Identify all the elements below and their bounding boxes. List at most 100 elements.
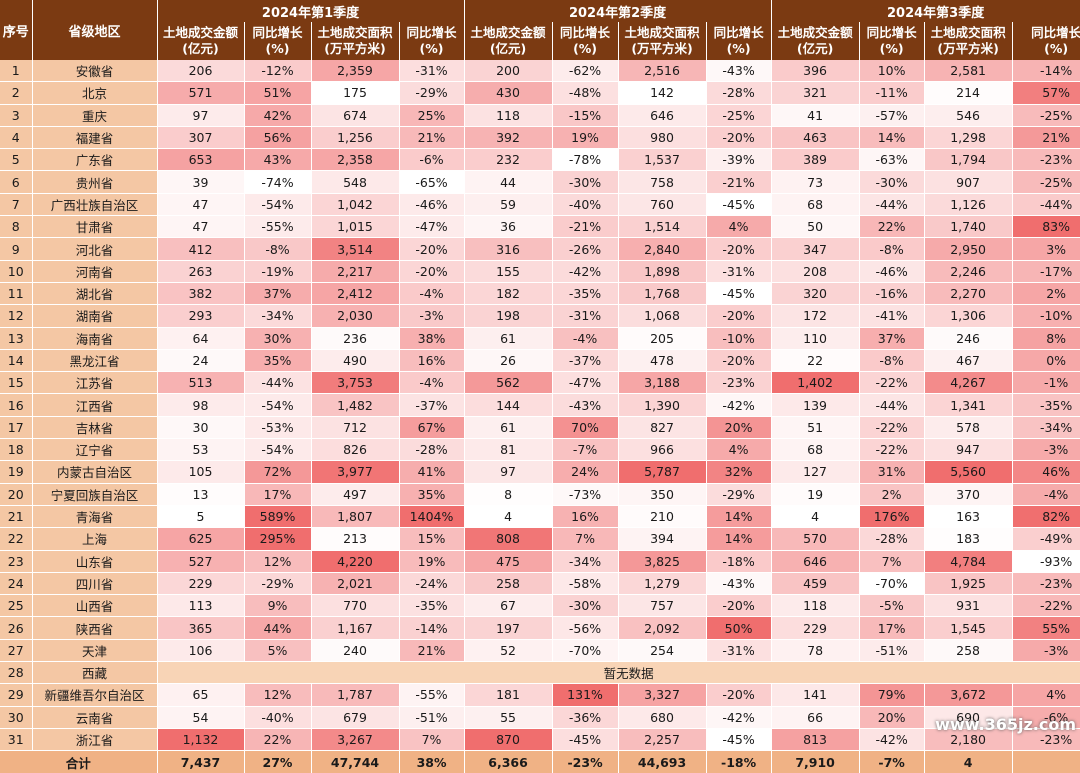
data-cell: 463 — [771, 126, 860, 150]
data-cell: -3% — [1012, 438, 1080, 462]
data-cell: 52 — [464, 639, 553, 663]
data-cell: -3% — [399, 304, 465, 328]
data-cell: -25% — [706, 104, 772, 127]
data-cell: 30% — [244, 327, 312, 350]
data-cell: 47 — [157, 215, 245, 239]
data-cell: 8% — [1012, 327, 1080, 350]
data-cell: -4% — [1012, 483, 1080, 506]
data-cell: 21% — [399, 126, 465, 150]
data-cell: -34% — [552, 550, 619, 573]
data-cell: 1,514 — [618, 215, 707, 239]
data-cell: 141 — [771, 683, 860, 707]
data-cell: -43% — [552, 393, 619, 417]
data-cell: 37% — [244, 282, 312, 306]
data-cell: -8% — [859, 237, 925, 261]
data-cell: -15% — [552, 104, 619, 127]
data-cell: -28% — [706, 81, 772, 105]
data-cell: -21% — [552, 215, 619, 239]
row-province: 江西省 — [32, 393, 158, 417]
row-index: 1 — [0, 60, 33, 83]
data-cell: 68 — [771, 438, 860, 462]
data-cell: 73 — [771, 170, 860, 194]
data-cell: 2,359 — [311, 60, 400, 83]
data-cell: 5% — [244, 639, 312, 663]
data-cell: 98 — [157, 393, 245, 417]
data-cell: 4,267 — [924, 371, 1013, 395]
data-cell: 246 — [924, 327, 1013, 350]
header-metric: 同比增长 (%) — [244, 22, 312, 60]
data-cell: -58% — [552, 572, 619, 596]
data-cell: -20% — [706, 683, 772, 707]
row-index: 10 — [0, 260, 33, 283]
data-cell: -56% — [552, 616, 619, 640]
header-metric: 土地成交金额 (亿元) — [157, 22, 245, 60]
total-cell: 7,910 — [771, 750, 860, 773]
data-cell: 213 — [311, 527, 400, 551]
data-cell: 54 — [157, 706, 245, 729]
data-cell: 17% — [244, 483, 312, 506]
row-province: 广东省 — [32, 148, 158, 172]
data-cell: 1,537 — [618, 148, 707, 172]
data-cell: -8% — [244, 237, 312, 261]
data-cell: 1,068 — [618, 304, 707, 328]
total-cell: 38% — [399, 750, 465, 773]
data-cell: 176% — [859, 505, 925, 529]
data-cell: 208 — [771, 260, 860, 283]
data-cell: 35% — [244, 349, 312, 373]
data-cell: 646 — [771, 550, 860, 573]
data-cell: 19% — [399, 550, 465, 573]
data-cell: -23% — [1012, 148, 1080, 172]
data-cell: -44% — [859, 193, 925, 217]
data-cell: -70% — [552, 639, 619, 663]
data-cell: -20% — [706, 237, 772, 261]
table-row: 7 广西壮族自治区 47 -54% 1,042 -46% 59 -40% 760 -45% 68 -4… — [0, 193, 1080, 217]
row-province: 青海省 — [32, 505, 158, 529]
data-cell: -65% — [399, 170, 465, 194]
data-cell: -44% — [244, 371, 312, 395]
row-province: 江苏省 — [32, 371, 158, 395]
table-row: 30 云南省 54 -40% 679 -51% 55 -36% 680 -42% 66 20% 690-… — [0, 706, 1080, 729]
data-cell: 3,514 — [311, 237, 400, 261]
data-cell: 2,412 — [311, 282, 400, 306]
data-cell: -5% — [859, 594, 925, 618]
header-q2: 2024年第2季度 — [464, 0, 772, 22]
data-cell: -46% — [859, 260, 925, 283]
data-cell: 1,787 — [311, 683, 400, 707]
total-cell: 7,437 — [157, 750, 245, 773]
data-cell: 26 — [464, 349, 553, 373]
data-cell: -4% — [399, 282, 465, 306]
data-cell: -1% — [1012, 371, 1080, 395]
table-row: 21 青海省 5 589% 1,807 1404% 4 16% 210 14% 4 176% 163 82… — [0, 505, 1080, 529]
data-cell: 562 — [464, 371, 553, 395]
data-cell: 320 — [771, 282, 860, 306]
total-label: 合计 — [0, 750, 158, 773]
data-cell: 14% — [706, 505, 772, 529]
row-province: 山西省 — [32, 594, 158, 618]
data-cell: 7% — [552, 527, 619, 551]
data-cell: -22% — [1012, 594, 1080, 618]
data-cell: 65 — [157, 683, 245, 707]
data-cell: -40% — [552, 193, 619, 217]
data-cell: 548 — [311, 170, 400, 194]
data-cell: -49% — [1012, 527, 1080, 551]
row-province: 新疆维吾尔自治区 — [32, 683, 158, 707]
row-index: 2 — [0, 81, 33, 105]
data-cell: 41% — [399, 460, 465, 484]
data-cell: 46% — [1012, 460, 1080, 484]
data-cell: -35% — [399, 594, 465, 618]
row-province: 上海 — [32, 527, 158, 551]
data-cell: 106 — [157, 639, 245, 663]
data-cell: 142 — [618, 81, 707, 105]
data-cell: 1,256 — [311, 126, 400, 150]
data-cell: 43% — [244, 148, 312, 172]
data-cell: 1,126 — [924, 193, 1013, 217]
data-cell: 2,358 — [311, 148, 400, 172]
data-cell: 4% — [706, 215, 772, 239]
data-cell: 370 — [924, 483, 1013, 506]
data-cell: 571 — [157, 81, 245, 105]
table-row: 11 湖北省 382 37% 2,412 -4% 182 -35% 1,768 -45% 320 -1… — [0, 282, 1080, 306]
data-cell: 61 — [464, 416, 553, 440]
data-cell: 42% — [244, 104, 312, 127]
table-row: 3 重庆 97 42% 674 25% 118 -15% 646 -25% 41 -57% 546 -25… — [0, 104, 1080, 127]
